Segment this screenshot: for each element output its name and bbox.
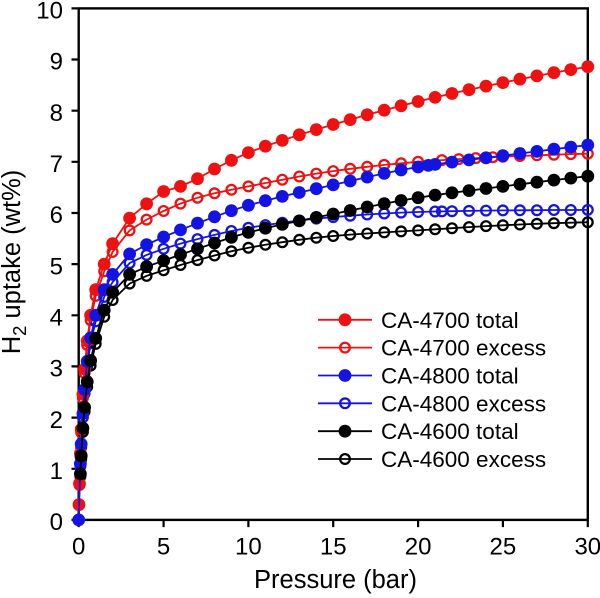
svg-text:9: 9 [50,49,63,76]
svg-text:CA-4800 total: CA-4800 total [381,364,519,389]
svg-text:H2 uptake (wt%): H2 uptake (wt%) [0,170,30,355]
svg-text:3: 3 [50,356,63,383]
svg-text:10: 10 [36,0,63,25]
svg-text:7: 7 [50,151,63,178]
svg-text:15: 15 [320,534,347,561]
svg-text:0: 0 [50,509,63,536]
svg-text:CA-4800 excess: CA-4800 excess [381,391,546,416]
svg-text:25: 25 [490,534,517,561]
svg-text:CA-4600 excess: CA-4600 excess [381,447,546,472]
svg-text:30: 30 [574,534,600,561]
svg-text:CA-4600 total: CA-4600 total [381,419,519,444]
svg-text:5: 5 [50,253,63,280]
svg-text:Pressure (bar): Pressure (bar) [254,566,417,594]
svg-text:20: 20 [405,534,432,561]
svg-text:8: 8 [50,100,63,127]
svg-text:CA-4700 total: CA-4700 total [381,308,519,333]
svg-text:4: 4 [50,305,63,332]
svg-text:10: 10 [235,534,262,561]
svg-text:2: 2 [50,407,63,434]
svg-text:5: 5 [157,534,170,561]
svg-text:1: 1 [50,458,63,485]
svg-text:0: 0 [72,534,85,561]
svg-text:6: 6 [50,202,63,229]
svg-text:CA-4700 excess: CA-4700 excess [381,336,546,361]
